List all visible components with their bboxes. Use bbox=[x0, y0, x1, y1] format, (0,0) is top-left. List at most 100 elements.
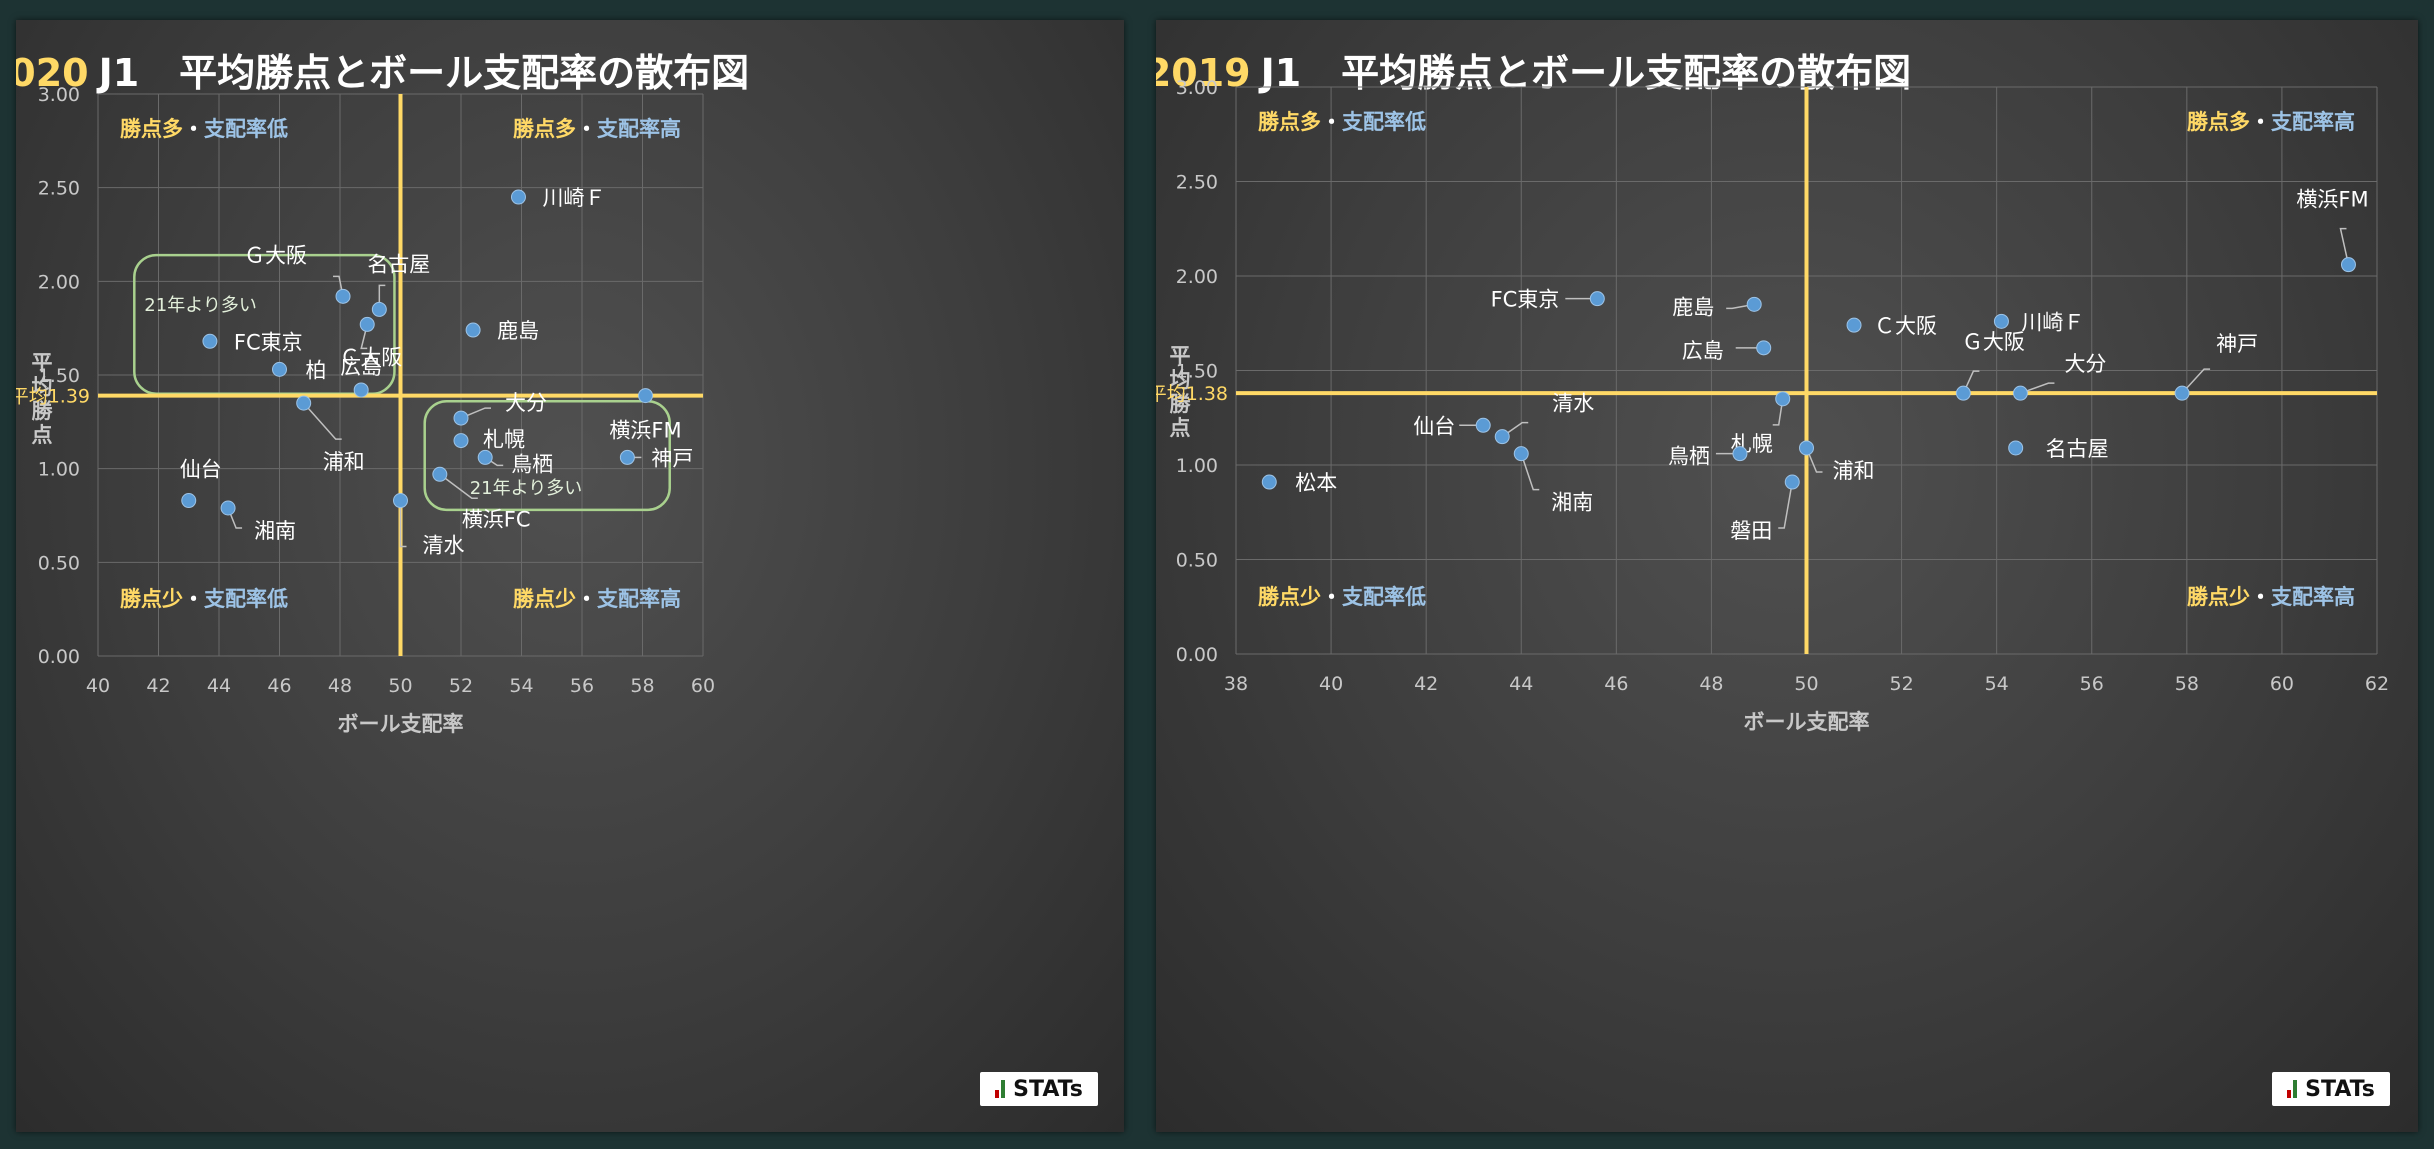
leader-line bbox=[360, 324, 368, 350]
quadrant-label-possession: 支配率高 bbox=[597, 587, 681, 611]
y-tick-label: 0.00 bbox=[1176, 644, 1218, 666]
data-point-label: 横浜FC bbox=[462, 507, 531, 531]
data-point bbox=[296, 395, 312, 411]
data-point bbox=[1955, 385, 1971, 401]
quadrant-label-points: 勝点少 bbox=[513, 587, 576, 611]
data-point bbox=[1746, 296, 1762, 312]
quadrant-label-dot: ・ bbox=[2250, 110, 2271, 134]
leader-line bbox=[1520, 453, 1540, 491]
quadrant-label-dot: ・ bbox=[183, 587, 204, 611]
x-tick-label: 52 bbox=[1889, 673, 1913, 695]
leader-line bbox=[460, 407, 491, 419]
data-point-label: 仙台 bbox=[180, 458, 222, 482]
quadrant-label-dot: ・ bbox=[183, 117, 204, 141]
x-tick-label: 54 bbox=[509, 675, 533, 697]
data-point bbox=[181, 493, 197, 509]
data-point bbox=[202, 333, 218, 349]
quadrant-label-top-left: 勝点多・支配率低 bbox=[1258, 110, 1426, 134]
y-axis-title-char: 勝 bbox=[1170, 392, 1192, 416]
y-tick-label: 0.50 bbox=[38, 552, 80, 574]
data-point-label: 名古屋 bbox=[367, 252, 430, 276]
x-tick-label: 40 bbox=[1319, 673, 1343, 695]
y-tick-label: 2.50 bbox=[1176, 172, 1218, 194]
x-tick-label: 56 bbox=[2080, 673, 2104, 695]
quadrant-label-possession: 支配率低 bbox=[204, 587, 288, 611]
data-point-label: 鹿島 bbox=[1672, 295, 1714, 319]
y-axis-title-char: 均 bbox=[32, 375, 53, 399]
data-point bbox=[432, 466, 448, 482]
stats-logo-icon bbox=[995, 1080, 1007, 1098]
x-tick-label: 50 bbox=[1794, 673, 1818, 695]
chart-title-league: J1 bbox=[1258, 51, 1302, 95]
leader-line bbox=[303, 402, 342, 440]
data-point bbox=[220, 500, 236, 516]
data-point-label: 松本 bbox=[1295, 471, 1337, 495]
data-point-label: 広島 bbox=[340, 355, 382, 379]
y-tick-label: 2.00 bbox=[38, 271, 80, 293]
data-point bbox=[1846, 317, 1862, 333]
leader-line bbox=[1772, 398, 1784, 426]
data-point bbox=[1784, 474, 1800, 490]
chart-panel-2020: 2020J1 平均勝点とボール支配率の散布図 40 42 44 46 48 50 52 54 56 5… bbox=[16, 20, 1124, 1132]
quadrant-label-dot: ・ bbox=[1321, 110, 1342, 134]
data-point bbox=[1475, 417, 1491, 433]
data-point-label: 清水 bbox=[1552, 392, 1594, 416]
y-axis-title: 平均勝点 bbox=[1170, 344, 1192, 440]
y-tick-label: 1.00 bbox=[1176, 455, 1218, 477]
leader-line bbox=[2181, 368, 2211, 394]
leader-line bbox=[1501, 421, 1529, 438]
x-axis-title: ボール支配率 bbox=[1744, 710, 1870, 734]
leader-line bbox=[2339, 227, 2350, 265]
stats-logo-text: STATs bbox=[2305, 1076, 2375, 1102]
data-point-label: 湘南 bbox=[254, 519, 296, 543]
x-tick-label: 48 bbox=[328, 675, 352, 697]
data-point bbox=[1589, 291, 1605, 307]
x-tick-label: 58 bbox=[630, 675, 654, 697]
data-point-label: 川崎Ｆ bbox=[2021, 310, 2084, 334]
quadrant-label-points: 勝点多 bbox=[120, 117, 183, 141]
leader-line bbox=[1962, 370, 1980, 394]
chart-title-year: 2020 bbox=[16, 51, 89, 95]
y-tick-label: 3.00 bbox=[1176, 77, 1218, 99]
data-point bbox=[1261, 474, 1277, 490]
data-point bbox=[2012, 385, 2028, 401]
x-axis-title: ボール支配率 bbox=[338, 712, 464, 736]
stats-logo-icon bbox=[2287, 1080, 2299, 1098]
x-tick-label: 42 bbox=[1414, 673, 1438, 695]
data-point bbox=[1513, 446, 1529, 462]
data-point bbox=[453, 410, 469, 426]
x-tick-label: 44 bbox=[1509, 673, 1533, 695]
data-point-label: 神戸 bbox=[651, 446, 693, 470]
data-point-label: 札幌 bbox=[483, 428, 525, 452]
y-axis-title-char: 均 bbox=[1170, 368, 1191, 392]
data-point-label: 鳥栖 bbox=[1668, 445, 1710, 469]
data-point-label: 清水 bbox=[423, 534, 465, 558]
data-point bbox=[1732, 446, 1748, 462]
chart-panel-2019: 2019 J1 平均勝点とボール支配率の散布図 38 40 42 44 46 48 50 52 54 5… bbox=[1156, 20, 2418, 1132]
data-point-label: 鳥栖 bbox=[511, 452, 553, 476]
data-point bbox=[1799, 440, 1814, 456]
data-point bbox=[638, 388, 654, 404]
stats-logo: STATs bbox=[980, 1072, 1098, 1106]
data-point-label: 横浜FM bbox=[2296, 188, 2368, 212]
quadrant-label-points: 勝点多 bbox=[513, 117, 576, 141]
quadrant-label-top-right: 勝点多・支配率高 bbox=[513, 117, 681, 141]
data-point bbox=[510, 189, 526, 205]
chart-title-league: J1 bbox=[96, 51, 140, 95]
quadrant-label-bottom-right: 勝点少・支配率高 bbox=[2187, 585, 2355, 609]
quadrant-label-points: 勝点少 bbox=[120, 587, 183, 611]
chart-title: 2020J1 平均勝点とボール支配率の散布図 bbox=[16, 51, 749, 95]
quadrant-label-points: 勝点多 bbox=[2187, 110, 2250, 134]
data-point-label: Ｇ大阪 bbox=[1962, 330, 2025, 354]
data-point bbox=[1775, 391, 1791, 407]
quadrant-label-possession: 支配率低 bbox=[1342, 110, 1426, 134]
quadrant-label-points: 勝点少 bbox=[1258, 585, 1321, 609]
quadrant-label-possession: 支配率低 bbox=[204, 117, 288, 141]
data-point-label: 大分 bbox=[505, 391, 547, 415]
x-tick-label: 58 bbox=[2175, 673, 2199, 695]
quadrant-label-possession: 支配率高 bbox=[2271, 110, 2355, 134]
x-tick-label: 46 bbox=[1604, 673, 1628, 695]
y-axis-title-char: 勝 bbox=[32, 399, 54, 423]
data-point bbox=[2008, 440, 2024, 456]
x-tick-label: 56 bbox=[570, 675, 594, 697]
